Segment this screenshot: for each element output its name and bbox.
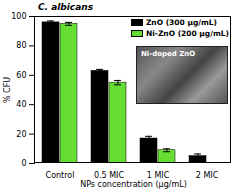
svg-text:0.5 MIC: 0.5 MIC — [93, 171, 125, 181]
svg-text:100: 100 — [11, 12, 26, 21]
html-text:ZnO (300 µg/mL): ZnO (300 µg/mL) — [145, 18, 217, 27]
svg-text:0: 0 — [21, 159, 26, 168]
svg-text:NPs concentration (µg/mL): NPs concentration (µg/mL) — [80, 180, 187, 189]
html-text:Ni-doped ZnO: Ni-doped ZnO — [141, 50, 196, 58]
html-text:C. albicans: C. albicans — [38, 2, 93, 12]
svg-text:80: 80 — [16, 41, 26, 50]
svg-text:1 MIC: 1 MIC — [146, 171, 170, 181]
svg-text:20: 20 — [16, 130, 26, 139]
svg-text:40: 40 — [16, 100, 26, 109]
html-text:Ni-ZnO (200 µg/mL): Ni-ZnO (200 µg/mL) — [145, 29, 229, 38]
svg-text:60: 60 — [16, 71, 26, 80]
svg-text:% CFU: % CFU — [3, 77, 12, 103]
svg-text:2 MIC: 2 MIC — [196, 171, 219, 180]
svg-text:Control: Control — [46, 171, 75, 180]
